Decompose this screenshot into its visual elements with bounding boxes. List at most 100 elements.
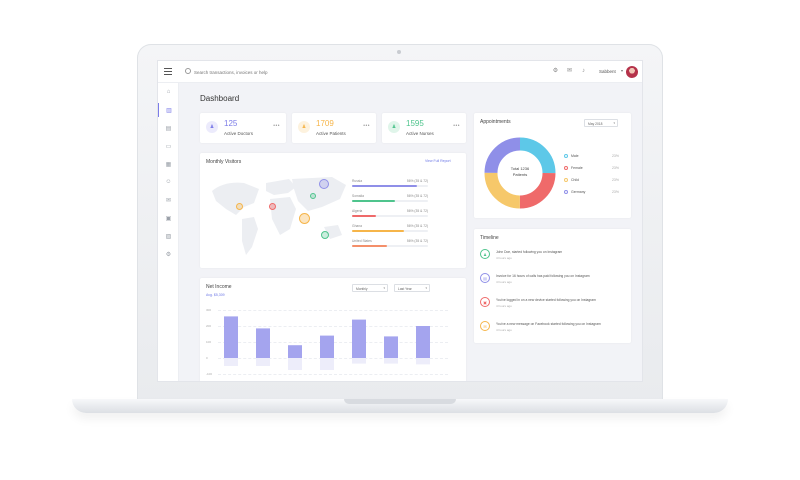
- country-row: Russia 56% (35 & 72): [352, 179, 428, 183]
- bar[interactable]: [384, 336, 398, 358]
- user-name[interactable]: Sabbent: [599, 69, 616, 74]
- timeline-text: Invoice for 16 hours of calls has paid f…: [496, 274, 590, 278]
- legend-item: Child 23%: [564, 178, 619, 183]
- progress-track: [352, 245, 428, 247]
- legend-pct: 23%: [611, 178, 619, 182]
- topbar: ⚙ ✉ ♪ Sabbent ▾: [158, 61, 642, 83]
- bar-negative[interactable]: [320, 358, 334, 370]
- nurse-icon: ♟: [388, 121, 400, 133]
- country-pct: 56% (35 & 72): [406, 224, 428, 228]
- gear-icon[interactable]: ⚙: [165, 251, 172, 258]
- bar[interactable]: [416, 326, 430, 358]
- chevron-down-icon[interactable]: ▾: [621, 68, 624, 73]
- timeline-text: You've a new message on Facebook started…: [496, 322, 601, 326]
- map-marker[interactable]: [319, 179, 329, 189]
- period-select[interactable]: Monthly: [352, 284, 388, 292]
- screen: ⚙ ✉ ♪ Sabbent ▾ ⌂ ▥ ▤ ▭ ▦ ☺ ✉ ▣ ▨ ⚙ Dash…: [157, 60, 643, 382]
- view-report-link[interactable]: View Full Report: [425, 159, 451, 163]
- message-icon[interactable]: ✉: [165, 197, 172, 204]
- lock-icon: ▣: [480, 297, 490, 307]
- map-marker[interactable]: [310, 193, 316, 199]
- more-icon[interactable]: •••: [363, 123, 370, 129]
- net-income-card: Net Income Avg. $5,309 Monthly Last Year…: [200, 278, 466, 381]
- gridline: [218, 374, 448, 375]
- y-tick: 200: [206, 324, 212, 328]
- year-select-value: Last Year: [398, 286, 412, 291]
- map-marker[interactable]: [321, 231, 329, 239]
- more-icon[interactable]: •••: [273, 123, 280, 129]
- y-tick: 300: [206, 308, 212, 312]
- user-icon[interactable]: ☺: [165, 179, 172, 185]
- invoice-icon: ▤: [480, 273, 490, 283]
- year-select[interactable]: Last Year: [394, 284, 430, 292]
- laptop-base: [72, 399, 728, 413]
- timeline-text: John Doe, started following you on Insta…: [496, 250, 563, 254]
- progress-track: [352, 215, 428, 217]
- building-icon[interactable]: ▨: [165, 233, 172, 240]
- card-title: Appointments: [480, 119, 511, 125]
- schedule-icon[interactable]: ▣: [165, 215, 172, 222]
- donut-slice[interactable]: [484, 137, 556, 209]
- bar-negative[interactable]: [288, 358, 302, 370]
- map-marker[interactable]: [269, 203, 276, 210]
- bar[interactable]: [224, 316, 238, 358]
- legend-label: Male: [571, 154, 579, 158]
- home-icon[interactable]: ⌂: [166, 89, 171, 95]
- country-name: Ghana: [352, 224, 362, 228]
- month-select[interactable]: May 2018: [584, 119, 618, 127]
- bar[interactable]: [288, 345, 302, 358]
- stat-value: 1595: [406, 119, 424, 128]
- legend-pct: 23%: [611, 190, 619, 194]
- donut-slice[interactable]: [484, 137, 556, 209]
- map-marker[interactable]: [299, 213, 310, 224]
- laptop-notch: [344, 399, 456, 404]
- card-title: Net Income: [206, 284, 232, 290]
- monthly-visitors-card: Monthly Visitors View Full Report Russia…: [200, 153, 466, 268]
- progress-bar: [352, 245, 387, 247]
- settings-icon[interactable]: ⚙: [552, 68, 559, 74]
- country-row: Somalia 56% (35 & 72): [352, 194, 428, 198]
- gridline: [218, 326, 448, 327]
- more-icon[interactable]: •••: [453, 123, 460, 129]
- timeline-time: 4 hours ago: [496, 328, 512, 332]
- menu-icon[interactable]: [164, 68, 172, 75]
- y-tick: 100: [206, 340, 212, 344]
- stat-value: 125: [224, 119, 238, 128]
- bar[interactable]: [320, 335, 334, 358]
- bell-icon[interactable]: ♪: [582, 68, 585, 74]
- bar[interactable]: [256, 328, 270, 358]
- legend-pct: 23%: [611, 154, 619, 158]
- progress-bar: [352, 185, 418, 187]
- card-title: Timeline: [480, 235, 499, 241]
- country-pct: 56% (35 & 72): [406, 209, 428, 213]
- period-select-value: Monthly: [356, 286, 368, 291]
- grid-icon[interactable]: ▦: [165, 161, 172, 168]
- country-name: Algeria: [352, 209, 363, 213]
- avatar[interactable]: [626, 66, 638, 78]
- bar-negative[interactable]: [256, 358, 270, 366]
- calendar-icon[interactable]: ▤: [165, 125, 172, 132]
- legend-dot: [564, 178, 568, 183]
- bar[interactable]: [352, 319, 366, 358]
- user-icon: ♟: [480, 249, 490, 259]
- donut-label: Patients: [512, 172, 528, 177]
- map-marker[interactable]: [236, 203, 243, 210]
- search-input[interactable]: [194, 66, 394, 78]
- legend-dot: [564, 190, 568, 195]
- stat-label: Active Patients: [316, 131, 346, 136]
- search-icon: [185, 68, 191, 74]
- bar-negative[interactable]: [352, 358, 366, 364]
- legend-item: Germany 23%: [564, 190, 619, 195]
- net-income-chart: [224, 316, 430, 370]
- camera: [397, 50, 401, 54]
- chat-icon[interactable]: ✉: [566, 68, 573, 74]
- donut-slice[interactable]: [484, 137, 556, 209]
- page-title: Dashboard: [200, 94, 240, 103]
- bar-negative[interactable]: [224, 358, 238, 366]
- legend-dot: [564, 166, 568, 171]
- chart-icon[interactable]: ▥: [158, 103, 179, 117]
- bar-negative[interactable]: [384, 358, 398, 364]
- bar-negative[interactable]: [416, 358, 430, 365]
- bed-icon[interactable]: ▭: [165, 143, 172, 150]
- gridline: [218, 310, 448, 311]
